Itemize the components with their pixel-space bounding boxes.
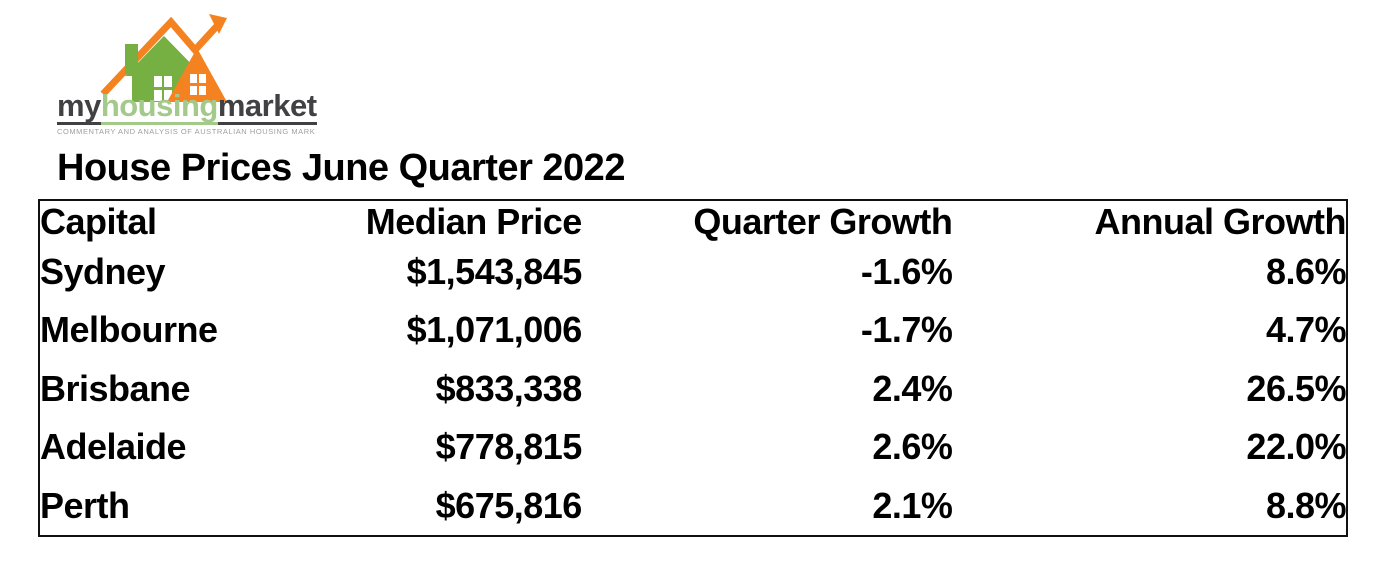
cell-quarter-growth: 2.6%: [872, 426, 953, 468]
cell-annual-growth: 4.7%: [1265, 309, 1347, 351]
cell-capital: Brisbane: [40, 367, 191, 409]
table-header-row: Capital Median Price Quarter Growth Annu…: [39, 200, 1347, 243]
housing-market-logo-icon: [100, 14, 227, 102]
cell-annual-growth: 8.6%: [1265, 251, 1347, 293]
house-prices-table: Capital Median Price Quarter Growth Annu…: [38, 199, 1348, 537]
col-header-quarter-growth: Quarter Growth: [693, 201, 953, 242]
cell-median-price: $833,338: [435, 367, 582, 409]
cell-capital: Sydney: [40, 251, 166, 293]
cell-annual-growth: 22.0%: [1246, 426, 1346, 468]
cell-quarter-growth: 2.1%: [872, 484, 953, 526]
cell-annual-growth: 26.5%: [1246, 367, 1346, 409]
table-row-perth: Perth $675,816 2.1% 8.8%: [39, 476, 1347, 536]
table-row-sydney: Sydney $1,543,845 -1.6% 8.6%: [39, 243, 1347, 301]
col-header-capital: Capital: [40, 201, 157, 242]
green-roof-shape: [125, 36, 203, 76]
brand-tagline: COMMENTARY AND ANALYSIS OF AUSTRALIAN HO…: [57, 127, 315, 136]
cell-median-price: $675,816: [435, 484, 582, 526]
table-row-brisbane: Brisbane $833,338 2.4% 26.5%: [39, 360, 1347, 418]
cell-median-price: $1,071,006: [406, 309, 582, 351]
cell-median-price: $1,543,845: [406, 251, 582, 293]
trend-arrowhead-icon: [209, 14, 227, 34]
cell-capital: Adelaide: [40, 426, 187, 468]
brand-wordmark-market: market: [217, 88, 317, 125]
brand-wordmark: myhousingmarket: [57, 90, 317, 125]
page-title: House Prices June Quarter 2022: [57, 147, 625, 189]
orange-house-window-icon: [190, 74, 206, 95]
green-house-window-icon: [154, 76, 172, 101]
brand-wordmark-housing: housing: [100, 88, 218, 125]
col-header-annual-growth: Annual Growth: [1094, 201, 1347, 242]
brand-wordmark-my: my: [57, 88, 101, 125]
cell-quarter-growth: -1.7%: [860, 309, 953, 351]
table-row-melbourne: Melbourne $1,071,006 -1.7% 4.7%: [39, 301, 1347, 359]
table-row-adelaide: Adelaide $778,815 2.6% 22.0%: [39, 418, 1347, 476]
cell-median-price: $778,815: [435, 426, 582, 468]
cell-capital: Perth: [40, 484, 130, 526]
col-header-median-price: Median Price: [365, 201, 582, 242]
cell-quarter-growth: 2.4%: [872, 367, 953, 409]
cell-annual-growth: 8.8%: [1265, 484, 1347, 526]
cell-capital: Melbourne: [40, 309, 218, 351]
cell-quarter-growth: -1.6%: [860, 251, 953, 293]
